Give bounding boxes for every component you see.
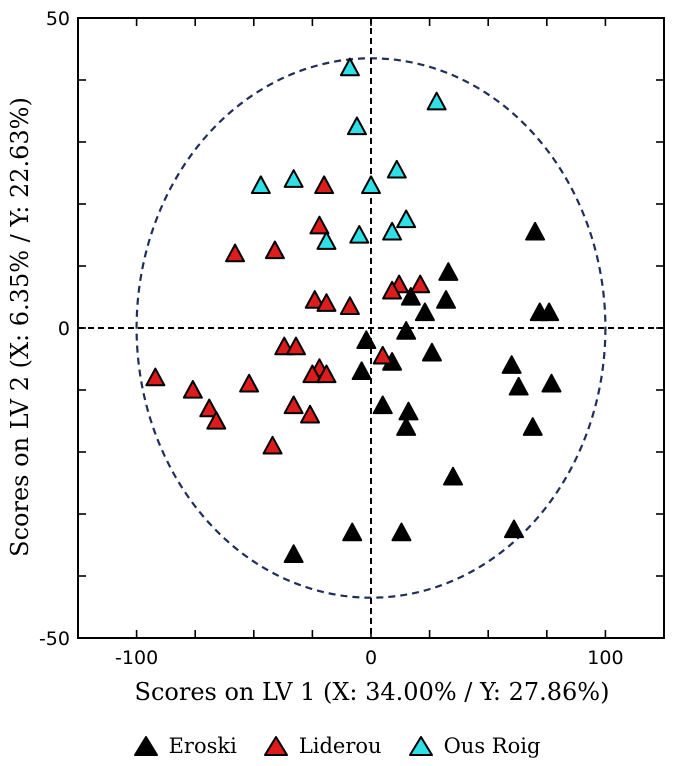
data-point [206,411,227,430]
data-point [391,522,412,542]
data-point [342,522,363,542]
series-eroski [283,221,562,563]
data-point [421,342,442,362]
legend-marker-liderou [263,736,288,756]
data-point [145,367,166,387]
data-point [182,380,203,399]
series-liderou [145,175,431,455]
data-point [199,398,220,418]
data-point [503,519,524,539]
data-point [283,544,304,563]
legend-label-eroski: Eroski [168,734,237,758]
data-point [508,376,529,396]
data-point [525,221,546,241]
data-point [414,302,435,322]
data-point [522,417,543,436]
data-point [304,290,325,309]
data-point [396,417,417,436]
data-point [396,209,417,229]
data-point [262,435,283,455]
data-point [501,355,522,374]
data-point [283,169,304,188]
data-points [145,57,562,563]
data-point [410,274,431,294]
reference-lines-layer [78,18,664,638]
data-point [541,373,562,393]
data-point [316,231,337,250]
data-point [400,287,421,306]
legend-item-ous-roig: Ous Roig [408,734,541,758]
x-tick-label: -100 [115,647,158,669]
x-axis-title: Scores on LV 1 (X: 34.00% / Y: 27.86%) [135,678,610,706]
legend-item-liderou: Liderou [263,734,382,758]
data-point [285,336,306,356]
data-point [264,240,285,260]
data-point [438,262,459,281]
data-point [361,175,381,195]
y-tick-label: 50 [46,8,70,30]
data-point [339,57,360,77]
data-point [372,345,393,365]
legend: Eroski Liderou Ous Roig [0,728,673,764]
data-point [372,395,393,415]
legend-label-ous-roig: Ous Roig [443,734,541,758]
data-point [225,243,246,263]
data-point [356,330,377,350]
data-point [316,364,337,384]
data-point [398,401,419,421]
series-ous-roig [250,57,447,250]
scores-plot: -100 0 100 -50 0 50 Scores on LV 1 (X: 34.00%… [6,8,665,706]
data-point [349,225,370,244]
data-point [314,175,335,195]
data-point [396,321,417,340]
y-tick-label: -50 [39,628,70,650]
legend-label-liderou: Liderou [298,734,382,758]
tick-labels: -100 0 100 -50 0 50 [39,8,624,669]
data-point [250,175,271,195]
data-point [351,361,372,381]
data-point [386,159,407,179]
data-point [346,116,367,136]
data-point [436,290,457,309]
data-point [309,215,330,235]
y-axis-title: Scores on LV 2 (X: 6.35% / Y: 22.63%) [6,97,34,557]
legend-marker-eroski [133,736,158,756]
data-point [316,293,337,312]
axes-frame [77,17,665,639]
x-tick-label: 100 [587,647,623,669]
data-point [302,364,323,384]
data-point [283,395,304,415]
data-point [426,91,447,111]
legend-item-eroski: Eroski [133,734,237,758]
data-point [443,466,464,486]
data-point [239,373,260,393]
data-point [382,221,403,241]
x-tick-label: 0 [365,647,377,669]
data-point [539,302,560,322]
data-point [300,404,321,424]
data-point [382,280,403,300]
data-point [339,296,360,315]
y-tick-label: 0 [58,318,70,340]
legend-marker-ous-roig [408,736,433,756]
